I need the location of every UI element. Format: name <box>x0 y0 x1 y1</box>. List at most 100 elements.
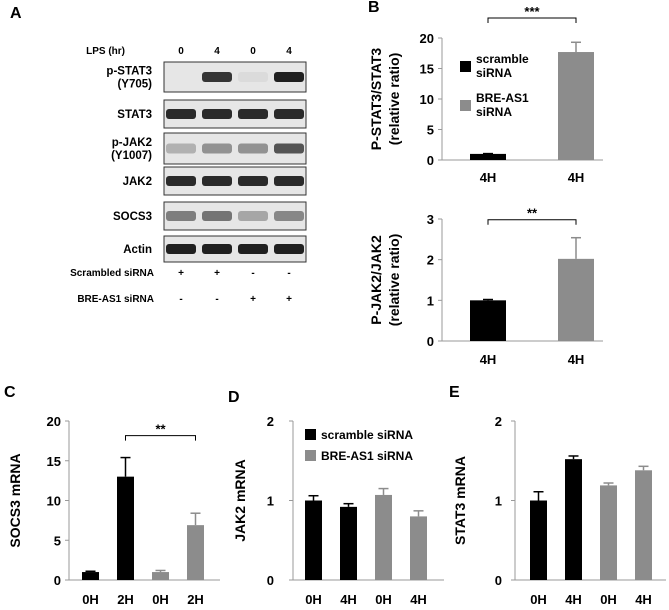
condition-mark: + <box>178 268 184 279</box>
y-tick-label: 10 <box>47 494 61 509</box>
blot-row-label: STAT3 <box>117 109 152 121</box>
condition-label: Scrambled siRNA <box>70 268 154 279</box>
blot-band <box>166 143 196 154</box>
bar <box>558 258 594 341</box>
legend-label-bre-as1: BRE-AS1 siRNA <box>321 449 413 463</box>
bar <box>117 476 134 580</box>
condition-mark: - <box>179 294 182 305</box>
blot-band <box>202 109 232 119</box>
y-tick-label: 3 <box>427 212 434 227</box>
y-axis-label: P-JAK2/JAK2 (relative ratio) <box>368 234 402 327</box>
blot-row-label: Actin <box>123 244 152 256</box>
y-tick-label: 1 <box>427 293 434 308</box>
panel-letter-e: E <box>449 384 460 401</box>
legend-label-scramble: scramble siRNA <box>321 428 413 442</box>
y-tick-label: 0 <box>427 153 434 168</box>
blot-band <box>202 176 232 186</box>
blot-band <box>202 72 232 82</box>
y-tick-label: 10 <box>420 92 434 107</box>
blot-band <box>166 176 196 186</box>
y-tick-label: 15 <box>420 62 434 77</box>
x-tick-label: 0H <box>375 592 392 607</box>
lane-label: 0 <box>178 46 184 57</box>
x-tick-label: 0H <box>152 592 169 607</box>
y-tick-label: 2 <box>267 414 274 429</box>
condition-mark: + <box>286 294 292 305</box>
blot-row-label: p-STAT3 (Y705) <box>106 66 152 91</box>
lane-label: 0 <box>250 46 256 57</box>
x-tick-label: 0H <box>530 592 547 607</box>
y-tick-label: 20 <box>420 31 434 46</box>
blot-band <box>238 176 268 186</box>
blot-band <box>274 211 304 221</box>
x-tick-label: 4H <box>340 592 357 607</box>
blot-band <box>202 244 232 254</box>
blot-row-label: p-JAK2 (Y1007) <box>111 137 152 162</box>
x-tick-label: 0H <box>600 592 617 607</box>
y-tick-label: 0 <box>495 573 502 588</box>
y-tick-label: 5 <box>54 533 61 548</box>
bar <box>565 459 582 580</box>
significance-bracket <box>487 17 577 23</box>
blot-band <box>238 211 268 221</box>
blot-band <box>202 143 232 154</box>
legend-b: scramble siRNA BRE-AS1 siRNA <box>460 52 529 119</box>
blot-band <box>238 244 268 254</box>
blot-band <box>274 109 304 119</box>
condition-mark: - <box>251 268 254 279</box>
blot-band <box>238 109 268 119</box>
y-tick-label: 15 <box>47 454 61 469</box>
blot-band <box>274 244 304 254</box>
panel-letter-b: B <box>368 0 380 16</box>
legend-d: scramble siRNA BRE-AS1 siRNA <box>305 428 413 463</box>
blot-band <box>238 72 268 82</box>
x-tick-label: 2H <box>117 592 134 607</box>
y-tick-label: 2 <box>427 253 434 268</box>
x-tick-label: 4H <box>480 352 497 367</box>
lane-label: 4 <box>214 46 220 57</box>
y-tick-label: 0 <box>427 334 434 349</box>
legend-swatch-bre-as1 <box>460 100 471 111</box>
y-tick-label: 5 <box>427 123 434 138</box>
bar <box>470 153 506 160</box>
blot-band <box>238 143 268 154</box>
bar <box>152 572 169 580</box>
y-axis-label: P-STAT3/STAT3 (relative ratio) <box>368 48 402 151</box>
legend-swatch-scramble <box>460 61 471 72</box>
condition-label: BRE-AS1 siRNA <box>77 294 154 305</box>
blot-band <box>166 211 196 221</box>
chart-d: 0 1 2 JAK2 mRNA 0H 4H 0H 4H <box>232 414 444 607</box>
bar <box>305 500 322 580</box>
blot-row-label: JAK2 <box>123 176 152 188</box>
chart-b2: 0 1 2 3 P-JAK2/JAK2 (relative ratio) 4H 4H ** <box>368 206 603 367</box>
blot-band <box>166 244 196 254</box>
y-axis-label: STAT3 mRNA <box>452 456 468 545</box>
bar <box>470 300 506 341</box>
panel-letter-c: C <box>4 384 16 401</box>
lps-header: LPS (hr) <box>86 46 125 57</box>
condition-mark: + <box>214 268 220 279</box>
x-tick-label: 0H <box>305 592 322 607</box>
y-tick-label: 1 <box>495 494 502 509</box>
y-tick-label: 0 <box>267 573 274 588</box>
blot-band <box>274 72 304 82</box>
x-tick-label: 4H <box>410 592 427 607</box>
bar <box>558 52 594 160</box>
significance-label: *** <box>524 4 540 19</box>
condition-mark: - <box>215 294 218 305</box>
blot-band <box>274 176 304 186</box>
blot-band <box>202 211 232 221</box>
y-tick-label: 0 <box>54 573 61 588</box>
x-tick-label: 4H <box>568 352 585 367</box>
significance-bracket <box>125 435 196 441</box>
x-tick-label: 2H <box>187 592 204 607</box>
blot-row-label: SOCS3 <box>113 211 152 223</box>
lane-label: 4 <box>286 46 292 57</box>
bar <box>375 494 392 580</box>
western-blot: LPS (hr) 0 4 0 4 p-STAT3 (Y705) STAT3 p-JAK2 (Y10… <box>70 46 307 305</box>
x-tick-label: 4H <box>480 170 497 185</box>
bar <box>187 525 204 580</box>
x-tick-label: 0H <box>82 592 99 607</box>
bar <box>600 485 617 580</box>
